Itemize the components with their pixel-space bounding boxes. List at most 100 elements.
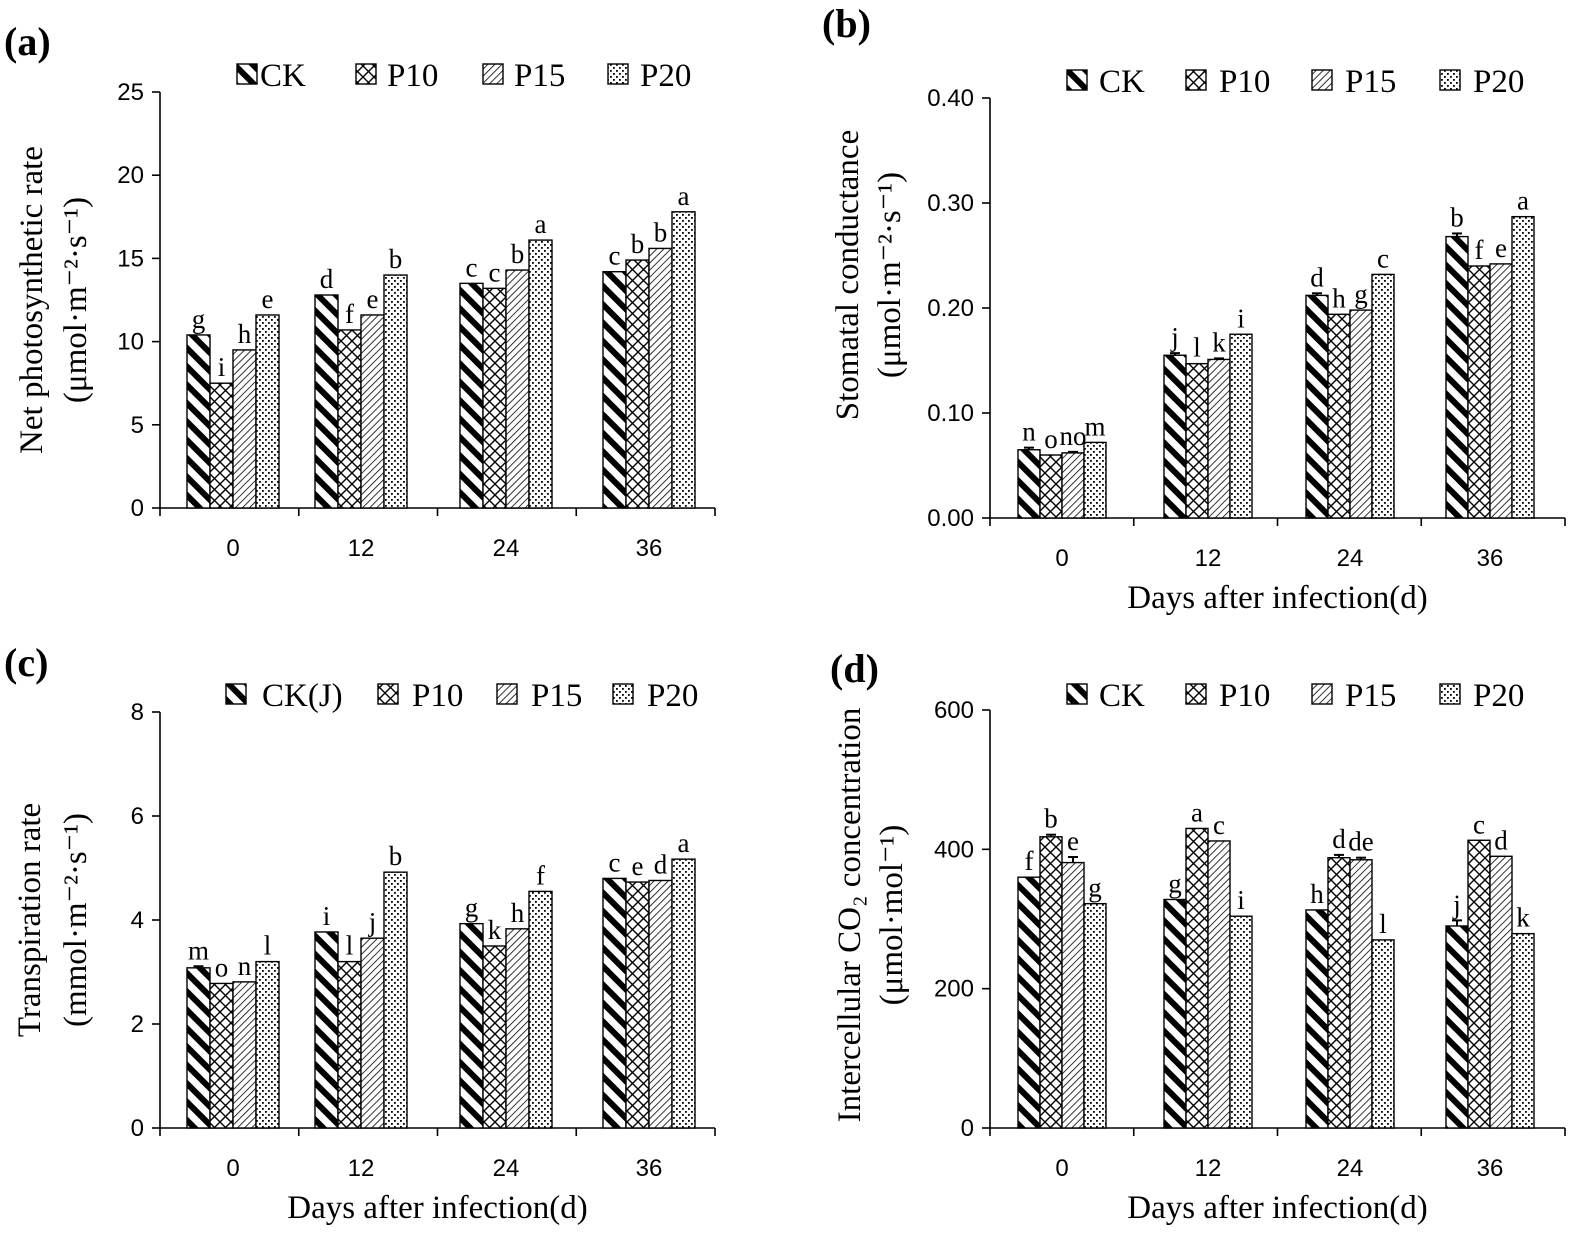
legend-swatch <box>1440 70 1460 90</box>
y-tick-label: 0 <box>131 495 144 522</box>
legend-label: CK <box>260 58 306 94</box>
significance-letter: m <box>1084 411 1105 441</box>
y-tick-label: 15 <box>117 245 144 272</box>
legend-swatch <box>226 684 246 704</box>
y-tick-label: 2 <box>131 1011 144 1038</box>
legend-label: P10 <box>1219 64 1270 100</box>
bar <box>1040 837 1062 1128</box>
x-tick-label: 12 <box>348 535 375 562</box>
legend-label: CK <box>1099 678 1145 714</box>
bar <box>1306 910 1328 1128</box>
legend-swatch <box>237 64 257 84</box>
bar <box>1164 355 1186 518</box>
legend-swatch <box>378 684 398 704</box>
significance-letter: d <box>1332 824 1346 854</box>
y-tick-label: 200 <box>934 976 974 1003</box>
significance-letter: d <box>1310 262 1324 292</box>
y-tick-label: 10 <box>117 329 144 356</box>
legend-swatch <box>356 64 376 84</box>
legend-swatch <box>1312 70 1332 90</box>
x-tick-label: 12 <box>1195 545 1222 572</box>
legend-swatch <box>613 684 633 704</box>
significance-letter: e <box>367 284 379 314</box>
bar <box>1350 860 1372 1128</box>
y-tick-label: 0 <box>131 1115 144 1142</box>
x-tick-label: 0 <box>226 535 239 562</box>
significance-letter: de <box>1348 827 1374 857</box>
chart-net-photosynthetic-rate: 0 5 10 15 20 25 0 12 24 36 Net photosynthetic rate… <box>14 58 715 562</box>
bar <box>1490 264 1512 518</box>
significance-letter: l <box>1379 909 1387 939</box>
bar <box>649 880 672 1128</box>
significance-letter: e <box>632 851 644 881</box>
significance-letter: e <box>1067 826 1079 856</box>
bar <box>210 383 233 508</box>
significance-letter: c <box>609 241 621 271</box>
significance-letter: j <box>1452 889 1461 919</box>
x-tick-label: 24 <box>493 1155 520 1182</box>
significance-letter: b <box>1450 202 1464 232</box>
legend-label: P20 <box>640 58 691 94</box>
significance-letter: e <box>1495 233 1507 263</box>
bar <box>256 962 279 1128</box>
legend-label: P15 <box>531 678 582 714</box>
panel-label-c: (c) <box>4 640 48 685</box>
significance-letter: k <box>1212 327 1226 357</box>
bar <box>1164 899 1186 1128</box>
bar <box>506 270 529 508</box>
significance-letter: m <box>188 935 209 965</box>
bar <box>1230 334 1252 518</box>
significance-letter: b <box>654 217 668 247</box>
significance-letter: b <box>631 229 645 259</box>
legend-swatch <box>1067 70 1087 90</box>
bar <box>1018 877 1040 1128</box>
bar <box>506 929 529 1128</box>
significance-letter: g <box>1168 868 1182 898</box>
significance-letter: a <box>1191 797 1203 827</box>
significance-letter: j <box>368 907 377 937</box>
x-tick-label: 36 <box>1477 545 1504 572</box>
bar <box>1062 453 1084 518</box>
bar <box>187 335 210 508</box>
legend-label: P10 <box>412 678 463 714</box>
significance-letter: h <box>238 319 252 349</box>
x-tick-label: 36 <box>1477 1155 1504 1182</box>
significance-letter: c <box>489 257 501 287</box>
y-tick-label: 5 <box>131 412 144 439</box>
bar <box>626 882 649 1128</box>
y-tick-label: 0.30 <box>927 190 974 217</box>
y-tick-label: 0 <box>961 1115 974 1142</box>
significance-letter: g <box>1088 873 1102 903</box>
y-axis-unit: (μmol·m⁻²·s⁻¹) <box>872 172 908 378</box>
bar <box>210 983 233 1128</box>
figure: (a) (b) (c) (d) 05101520250 12 24 36Net pho… <box>0 0 1574 1236</box>
bar <box>338 330 361 508</box>
bar <box>1372 940 1394 1128</box>
legend-label: CK <box>1099 64 1145 100</box>
significance-letter: l <box>1193 333 1201 363</box>
y-tick-label: 25 <box>117 79 144 106</box>
x-tick-label: 36 <box>636 1155 663 1182</box>
bar <box>626 260 649 508</box>
y-tick-label: 4 <box>131 907 144 934</box>
significance-letter: j <box>1170 322 1179 352</box>
significance-letter: c <box>1377 243 1389 273</box>
y-tick-label: 400 <box>934 836 974 863</box>
x-tick-label: 0 <box>226 1155 239 1182</box>
significance-letter: f <box>1025 846 1034 876</box>
bar <box>1040 455 1062 518</box>
significance-letter: b <box>389 841 403 871</box>
x-tick-label: 12 <box>348 1155 375 1182</box>
bar <box>1446 926 1468 1128</box>
bar <box>1186 828 1208 1128</box>
significance-letter: a <box>678 181 690 211</box>
legend-label: P15 <box>1345 678 1396 714</box>
x-axis-title: Days after infection(d) <box>1127 1190 1428 1226</box>
legend-swatch <box>1312 684 1332 704</box>
significance-letter: i <box>218 352 226 382</box>
bar <box>1208 841 1230 1128</box>
significance-letter: g <box>1354 279 1368 309</box>
bar <box>384 872 407 1128</box>
y-tick-label: 8 <box>131 699 144 726</box>
significance-letter: g <box>192 304 206 334</box>
